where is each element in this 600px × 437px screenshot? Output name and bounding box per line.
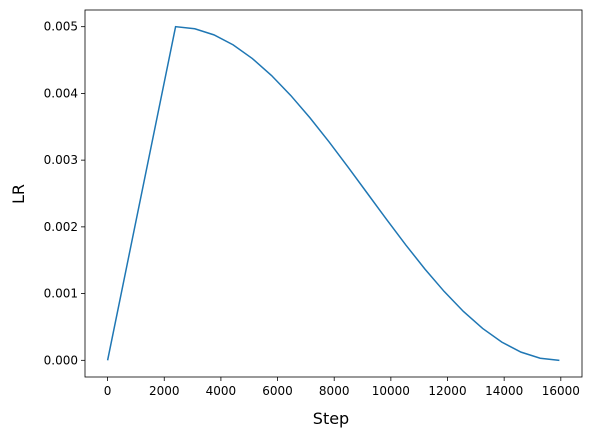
x-tick-label: 4000 bbox=[206, 384, 237, 398]
y-tick-label: 0.003 bbox=[44, 153, 78, 167]
x-tick-label: 6000 bbox=[262, 384, 293, 398]
y-tick-label: 0.002 bbox=[44, 220, 78, 234]
x-axis-label: Step bbox=[313, 409, 349, 428]
x-tick-label: 14000 bbox=[485, 384, 523, 398]
x-tick-label: 0 bbox=[104, 384, 112, 398]
x-tick-label: 2000 bbox=[149, 384, 180, 398]
x-tick-label: 12000 bbox=[428, 384, 466, 398]
axes-frame bbox=[84, 9, 583, 378]
x-tick-label: 10000 bbox=[372, 384, 410, 398]
y-tick-label: 0.004 bbox=[44, 86, 78, 100]
y-axis-label: LR bbox=[9, 184, 28, 204]
x-tick-label: 8000 bbox=[319, 384, 350, 398]
y-tick-label: 0.001 bbox=[44, 287, 78, 301]
line bbox=[106, 25, 560, 362]
y-tick-label: 0.005 bbox=[44, 20, 78, 34]
y-tick-label: 0.000 bbox=[44, 353, 78, 367]
x-tick-label: 16000 bbox=[542, 384, 580, 398]
